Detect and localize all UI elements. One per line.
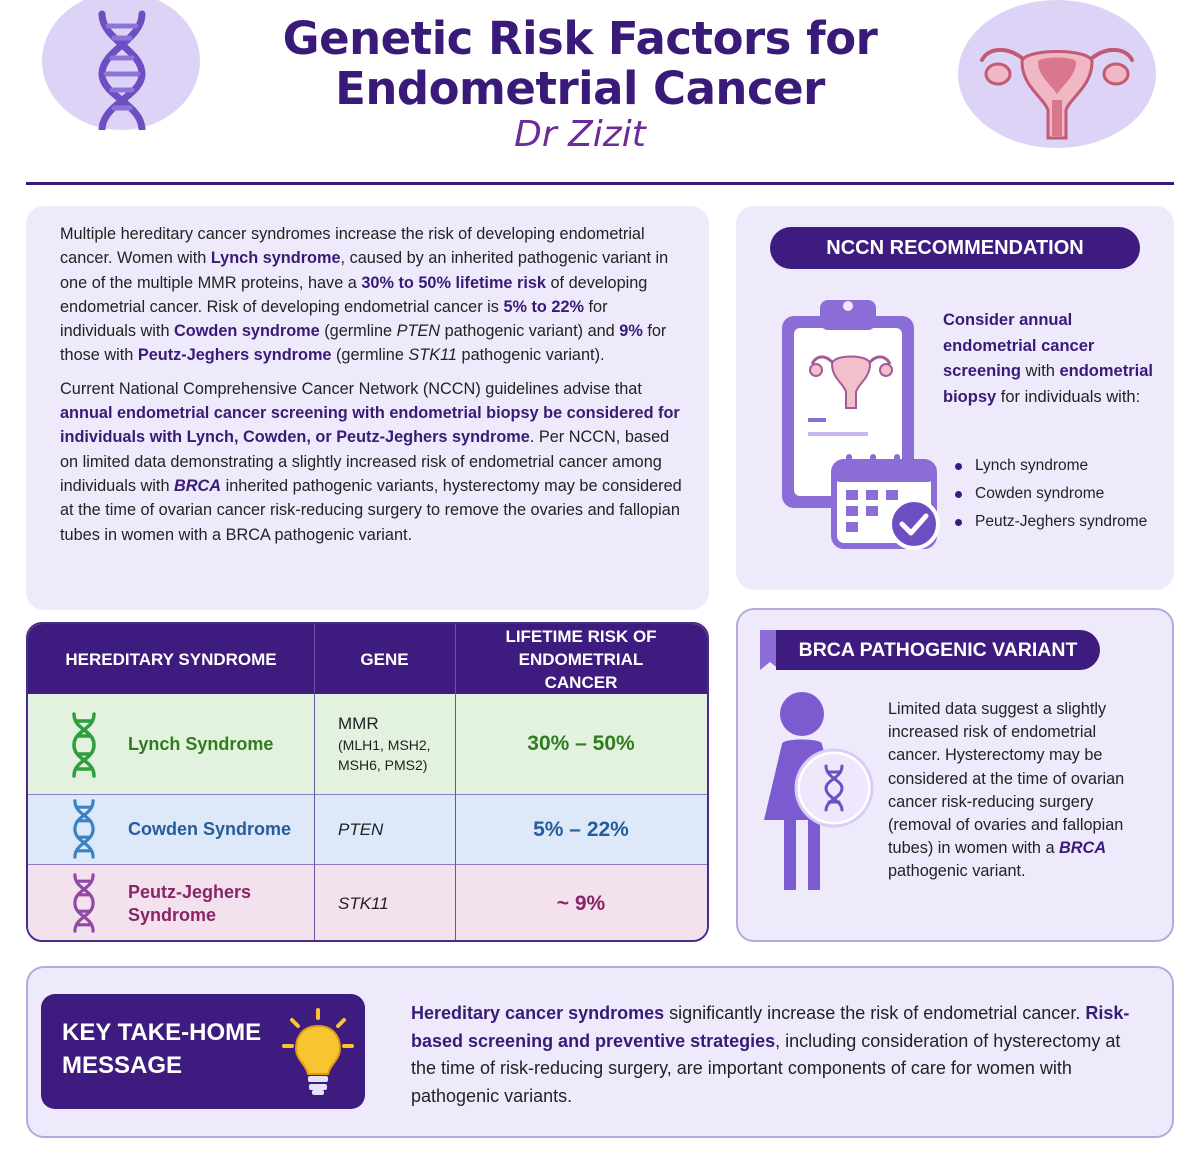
text: with — [1020, 362, 1060, 380]
text: Current National Comprehensive Cancer Ne… — [60, 379, 642, 398]
gene-cell: MMR (MLH1, MSH2, MSH6, PMS2) — [338, 694, 453, 794]
gene-detail: (MLH1, MSH2, MSH6, PMS2) — [338, 737, 431, 773]
brca-text: Limited data suggest a slightly increase… — [888, 698, 1148, 884]
list-item: Lynch syndrome — [955, 452, 1147, 480]
text: pathogenic variant) and — [440, 322, 620, 341]
syndrome-name: Peutz-Jeghers Syndrome — [128, 881, 252, 925]
dna-icon — [72, 712, 96, 778]
intro-paragraph-2: Current National Comprehensive Cancer Ne… — [60, 377, 685, 547]
syndrome-name: Cowden Syndrome — [128, 819, 292, 839]
nccn-syndrome-list: Lynch syndrome Cowden syndrome Peutz-Jeg… — [955, 452, 1147, 536]
highlight: Peutz-Jeghers syndrome — [137, 346, 332, 365]
table-header-risk: LIFETIME RISK OF ENDOMETRIAL CANCER — [455, 624, 707, 694]
intro-card: Multiple hereditary cancer syndromes inc… — [26, 206, 709, 610]
highlight: 30% to 50% lifetime risk — [361, 273, 546, 292]
highlight: endometrial biopsy — [943, 362, 1153, 406]
woman-icon — [764, 692, 874, 890]
gene-italic: PTEN — [396, 322, 441, 341]
gene-name: MMR — [338, 714, 379, 733]
text: , including consideration of hysterectom… — [411, 1030, 1121, 1106]
header-divider — [26, 182, 1174, 185]
table-row: Lynch Syndrome MMR (MLH1, MSH2, MSH6, PM… — [28, 694, 707, 795]
table-header-syndrome: HEREDITARY SYNDROME — [28, 624, 314, 694]
nccn-heading: NCCN RECOMMENDATION — [770, 227, 1140, 269]
intro-paragraph-1: Multiple hereditary cancer syndromes inc… — [60, 222, 685, 368]
text: for individuals with — [60, 297, 608, 341]
dna-icon-circle — [42, 0, 200, 134]
clipboard-icon — [782, 300, 940, 550]
dna-icon — [98, 10, 146, 134]
text: inherited pathogenic variants, hysterect… — [60, 476, 682, 544]
highlight: 5% to 22% — [503, 297, 584, 316]
text: for those with — [60, 322, 667, 365]
table-header-gene: GENE — [314, 624, 455, 694]
column-divider — [455, 624, 456, 940]
highlight: annual endometrial cancer screening with… — [60, 404, 680, 447]
nccn-recommendation-text: Consider annual endometrial cancer scree… — [943, 308, 1153, 410]
dna-icon — [73, 799, 95, 859]
highlight: Risk-based screening and preventive stra… — [411, 1003, 1130, 1051]
highlight: BRCA — [174, 476, 222, 495]
highlight: BRCA — [1059, 839, 1107, 858]
text: Limited data suggest a slightly increase… — [888, 700, 1125, 858]
page-title-line-1: Genetic Risk Factors for — [282, 12, 878, 65]
text: pathogenic variant. — [888, 862, 1026, 881]
text: (germline — [331, 346, 409, 365]
brca-heading: BRCA PATHOGENIC VARIANT — [776, 630, 1100, 670]
syndrome-table: HEREDITARY SYNDROME GENE LIFETIME RISK O… — [26, 622, 709, 942]
text: for individuals with: — [996, 387, 1141, 406]
uterus-icon-circle — [958, 0, 1156, 148]
text: . Per NCCN, based on limited data demons… — [60, 428, 670, 495]
table-row: Cowden Syndrome PTEN 5% – 22% — [28, 795, 707, 865]
lightbulb-icon — [282, 1008, 354, 1095]
list-item: Cowden syndrome — [955, 480, 1147, 508]
text: of developing endometrial cancer. Risk o… — [60, 273, 648, 316]
uterus-icon — [980, 48, 1134, 140]
risk-value: ~ 9% — [556, 891, 606, 915]
highlight: 9% — [619, 322, 643, 341]
gene-name: PTEN — [338, 819, 384, 839]
text: (germline — [319, 322, 397, 341]
take-home-text: Hereditary cancer syndromes significantl… — [411, 1000, 1131, 1110]
risk-value: 30% – 50% — [527, 732, 635, 755]
text: significantly increase the risk of endom… — [664, 1003, 1086, 1023]
take-home-label: KEY TAKE-HOME MESSAGE — [62, 1019, 262, 1079]
text: Multiple hereditary cancer syndromes inc… — [60, 225, 645, 268]
page-title-line-2: Endometrial Cancer — [335, 62, 825, 115]
gene-name: STK11 — [338, 893, 389, 913]
gene-italic: STK11 — [408, 346, 457, 365]
column-divider — [314, 624, 315, 940]
highlight: Cowden syndrome — [174, 322, 320, 341]
author-name: Dr Zizit — [514, 114, 646, 155]
highlight: Consider annual endometrial cancer scree… — [943, 311, 1095, 380]
risk-value: 5% – 22% — [533, 817, 629, 841]
text: pathogenic variant). — [456, 346, 605, 365]
dna-icon — [73, 873, 95, 933]
highlight: Lynch syndrome — [210, 249, 341, 268]
list-item: Peutz-Jeghers syndrome — [955, 508, 1147, 536]
highlight: Hereditary cancer syndromes — [411, 1003, 665, 1023]
table-row: Peutz-Jeghers Syndrome STK11 ~ 9% — [28, 865, 707, 940]
syndrome-name: Lynch Syndrome — [128, 733, 274, 754]
text: , caused by an inherited pathogenic vari… — [60, 249, 669, 292]
ribbon-icon — [760, 630, 780, 670]
